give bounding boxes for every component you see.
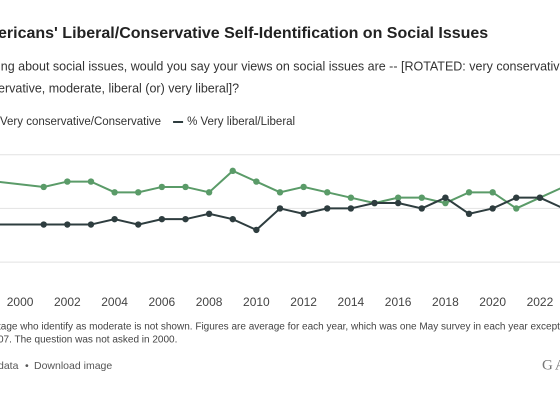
note: 07. The question was not asked in 2000.	[0, 335, 177, 346]
data-point	[135, 221, 142, 228]
series-line	[0, 169, 560, 210]
data-point	[347, 205, 355, 212]
data-point	[158, 183, 166, 191]
data-point	[442, 194, 449, 201]
legend-label: Very conservative/Conservative	[0, 116, 161, 128]
data-point	[324, 205, 331, 212]
data-point	[276, 205, 284, 212]
legend-label: % Very liberal/Liberal	[187, 116, 295, 128]
data-point	[158, 215, 166, 223]
data-point	[87, 178, 95, 185]
data-point	[253, 226, 260, 234]
data-point	[394, 194, 402, 201]
data-point	[40, 221, 47, 228]
data-point	[465, 210, 473, 217]
data-point	[276, 189, 284, 196]
data-point	[182, 215, 189, 223]
data-point	[489, 205, 496, 212]
data-point	[536, 194, 544, 201]
data-point	[394, 199, 402, 207]
x-tick-label: 2004	[101, 295, 128, 309]
data-point	[64, 178, 71, 185]
data-point	[229, 215, 236, 223]
data-point	[182, 183, 189, 191]
chart-subtitle: ervative, moderate, liberal (or) very li…	[0, 81, 239, 95]
legend: Very conservative/Conservative % Very lib…	[0, 116, 295, 128]
footer-link[interactable]: Download image	[34, 360, 112, 372]
data-point	[300, 183, 307, 191]
x-tick-label: 2022	[527, 295, 554, 309]
data-point	[229, 167, 236, 175]
data-point	[513, 205, 520, 212]
x-tick-label: 2014	[338, 295, 365, 309]
x-tick-label: 2018	[432, 295, 459, 309]
x-tick-label: 2016	[385, 295, 412, 309]
data-point	[347, 194, 355, 201]
x-tick-label: 2010	[243, 295, 270, 309]
data-point	[40, 183, 47, 191]
data-point	[418, 205, 425, 212]
data-point	[253, 178, 260, 185]
data-point	[465, 189, 473, 196]
data-point	[205, 210, 213, 217]
x-tick-label: 2008	[196, 295, 223, 309]
series-line	[0, 196, 560, 232]
footer-link[interactable]: data	[0, 360, 19, 372]
data-point	[489, 189, 496, 196]
data-point	[87, 221, 95, 228]
data-point	[111, 215, 118, 223]
data-point	[205, 189, 213, 196]
x-tick-label: 2002	[54, 295, 81, 309]
data-point	[111, 189, 118, 196]
data-point	[300, 210, 307, 217]
x-tick-label: 2012	[290, 295, 317, 309]
data-point	[135, 189, 142, 196]
data-point	[513, 194, 520, 201]
x-tick-label: 2020	[479, 295, 506, 309]
x-tick-label: 2000	[7, 295, 34, 309]
plot-area	[0, 167, 560, 234]
data-point	[324, 189, 331, 196]
data-point	[442, 199, 449, 207]
logo: GA	[542, 357, 560, 373]
note: tage who identify as moderate is not sho…	[0, 322, 560, 333]
data-point	[371, 199, 378, 207]
data-point	[418, 194, 425, 201]
chart-subtitle: ing about social issues, would you say y…	[0, 59, 560, 73]
x-tick-label: 2006	[149, 295, 176, 309]
footer-separator: •	[25, 360, 29, 372]
data-point	[64, 221, 71, 228]
chart-title: ericans' Liberal/Conservative Self-Ident…	[0, 25, 488, 42]
x-axis: 2000 2002 2004 2006 2008 2010 2012 2014 2016 2018…	[7, 295, 554, 309]
